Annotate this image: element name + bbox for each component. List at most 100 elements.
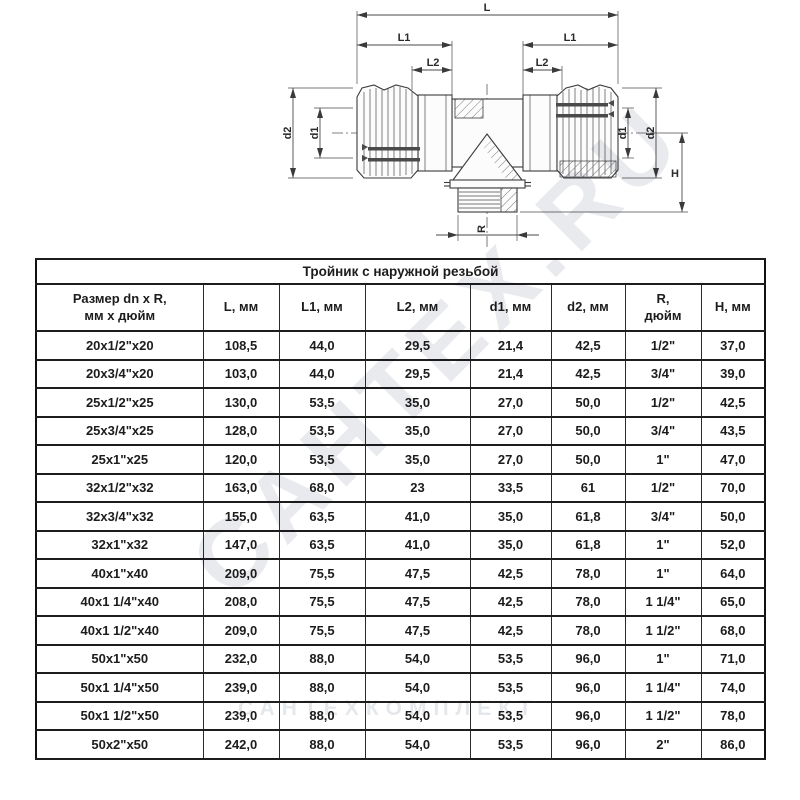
cell-L: 208,0 — [202, 586, 280, 617]
cell-d1: 42,5 — [469, 586, 552, 617]
cell-d2: 78,0 — [550, 558, 626, 589]
table-row: 25x3/4"x25 128,0 53,5 35,0 27,0 50,0 3/4" 43,5 — [35, 415, 766, 446]
col-header-L2: L2, мм — [364, 283, 471, 332]
table-row: 20x3/4"x20 103,0 44,0 29,5 21,4 42,5 3/4" 39,0 — [35, 358, 766, 389]
cell-size: 40x1"x40 — [35, 558, 204, 589]
left-compression-nut — [356, 84, 419, 179]
cell-L2: 47,5 — [364, 615, 471, 646]
cell-L: 120,0 — [202, 444, 280, 475]
table-row: 32x1/2"x32 163,0 68,0 23 33,5 61 1/2" 70,0 — [35, 472, 766, 503]
col-header-d1: d1, мм — [469, 283, 552, 332]
cell-H: 70,0 — [700, 472, 766, 503]
cell-size: 25x1"x25 — [35, 444, 204, 475]
cell-R: 1 1/2" — [624, 615, 702, 646]
cell-size: 50x1 1/4"x50 — [35, 672, 204, 703]
cell-size: 32x3/4"x32 — [35, 501, 204, 532]
cell-d1: 53,5 — [469, 700, 552, 731]
cell-L1: 88,0 — [278, 700, 366, 731]
pipe-section-hatch — [454, 98, 484, 119]
cell-H: 52,0 — [700, 529, 766, 560]
table-row: 50x2"x50 242,0 88,0 54,0 53,5 96,0 2" 86,0 — [35, 729, 766, 760]
dim-label-d1-left: d1 — [309, 127, 321, 140]
cell-L: 232,0 — [202, 643, 280, 674]
table-row: 40x1 1/2"x40 209,0 75,5 47,5 42,5 78,0 1 1/2" 6… — [35, 615, 766, 646]
cell-L2: 47,5 — [364, 558, 471, 589]
table-body: 20x1/2"x20 108,5 44,0 29,5 21,4 42,5 1/2" 37,0 2… — [35, 330, 766, 760]
cell-L1: 88,0 — [278, 643, 366, 674]
cell-L2: 54,0 — [364, 700, 471, 731]
cell-L1: 88,0 — [278, 729, 366, 760]
col-header-d2: d2, мм — [550, 283, 626, 332]
cell-L2: 35,0 — [364, 444, 471, 475]
table-title-row: Тройник с наружной резьбой — [35, 258, 766, 285]
col-header-H: H, мм — [700, 283, 766, 332]
cell-d1: 53,5 — [469, 729, 552, 760]
dim-label-R: R — [476, 225, 488, 233]
cell-R: 1" — [624, 529, 702, 560]
tee-fitting-drawing: L L1 L1 L2 L2 d2 d1 d1 d2 H R — [282, 2, 688, 250]
cell-d2: 96,0 — [550, 672, 626, 703]
cell-R: 3/4" — [624, 415, 702, 446]
dim-label-d2-left: d2 — [282, 127, 294, 140]
table-header-row: Размер dn x R, мм х дюйм L, мм L1, мм L2… — [35, 283, 766, 332]
table-row: 25x1"x25 120,0 53,5 35,0 27,0 50,0 1" 47,0 — [35, 444, 766, 475]
cell-L1: 44,0 — [278, 330, 366, 361]
cell-L2: 54,0 — [364, 729, 471, 760]
cell-L: 239,0 — [202, 700, 280, 731]
cell-L1: 63,5 — [278, 529, 366, 560]
cell-d2: 61 — [550, 472, 626, 503]
cell-H: 78,0 — [700, 700, 766, 731]
cell-L: 128,0 — [202, 415, 280, 446]
cell-L: 103,0 — [202, 358, 280, 389]
cell-size: 20x1/2"x20 — [35, 330, 204, 361]
cell-R: 1" — [624, 643, 702, 674]
cell-R: 1 1/2" — [624, 700, 702, 731]
cell-L1: 68,0 — [278, 472, 366, 503]
cell-d1: 35,0 — [469, 501, 552, 532]
cell-L2: 54,0 — [364, 643, 471, 674]
cell-d2: 50,0 — [550, 444, 626, 475]
cell-d2: 96,0 — [550, 700, 626, 731]
right-section-hatch — [559, 160, 617, 178]
table-row: 50x1 1/4"x50 239,0 88,0 54,0 53,5 96,0 1 1/4" 7… — [35, 672, 766, 703]
cell-size: 25x3/4"x25 — [35, 415, 204, 446]
cell-d1: 27,0 — [469, 387, 552, 418]
thread-lines — [459, 191, 500, 209]
dimension-labels: L L1 L1 L2 L2 d2 d1 d1 d2 H R — [282, 2, 679, 233]
cell-R: 3/4" — [624, 358, 702, 389]
cell-L2: 47,5 — [364, 586, 471, 617]
cell-H: 43,5 — [700, 415, 766, 446]
table-row: 40x1 1/4"x40 208,0 75,5 47,5 42,5 78,0 1 1/4" 6… — [35, 586, 766, 617]
cell-d1: 27,0 — [469, 444, 552, 475]
cell-R: 1" — [624, 558, 702, 589]
cell-d2: 61,8 — [550, 529, 626, 560]
table-row: 32x3/4"x32 155,0 63,5 41,0 35,0 61,8 3/4" 50,0 — [35, 501, 766, 532]
cell-H: 71,0 — [700, 643, 766, 674]
dim-label-L1-left: L1 — [398, 32, 411, 44]
cell-d1: 42,5 — [469, 615, 552, 646]
cell-d2: 42,5 — [550, 358, 626, 389]
cell-H: 74,0 — [700, 672, 766, 703]
dim-label-d1-right: d1 — [617, 127, 629, 140]
cell-d1: 27,0 — [469, 415, 552, 446]
dim-label-d2-right: d2 — [645, 127, 657, 140]
cell-size: 20x3/4"x20 — [35, 358, 204, 389]
col-header-R: R, дюйм — [624, 283, 702, 332]
cell-L2: 29,5 — [364, 358, 471, 389]
cell-L1: 53,5 — [278, 415, 366, 446]
male-thread-outlet — [444, 133, 531, 213]
cell-L: 209,0 — [202, 558, 280, 589]
cell-R: 2" — [624, 729, 702, 760]
cell-R: 1" — [624, 444, 702, 475]
cell-H: 64,0 — [700, 558, 766, 589]
dim-label-L2-left: L2 — [427, 57, 440, 69]
cell-d2: 50,0 — [550, 415, 626, 446]
cell-size: 50x1 1/2"x50 — [35, 700, 204, 731]
cell-size: 40x1 1/4"x40 — [35, 586, 204, 617]
table-row: 32x1"x32 147,0 63,5 41,0 35,0 61,8 1" 52,0 — [35, 529, 766, 560]
cell-L2: 41,0 — [364, 501, 471, 532]
cell-size: 50x2"x50 — [35, 729, 204, 760]
table-row: 25x1/2"x25 130,0 53,5 35,0 27,0 50,0 1/2" 42,5 — [35, 387, 766, 418]
cell-L: 108,5 — [202, 330, 280, 361]
table-row: 50x1 1/2"x50 239,0 88,0 54,0 53,5 96,0 1 1/2" 7… — [35, 700, 766, 731]
